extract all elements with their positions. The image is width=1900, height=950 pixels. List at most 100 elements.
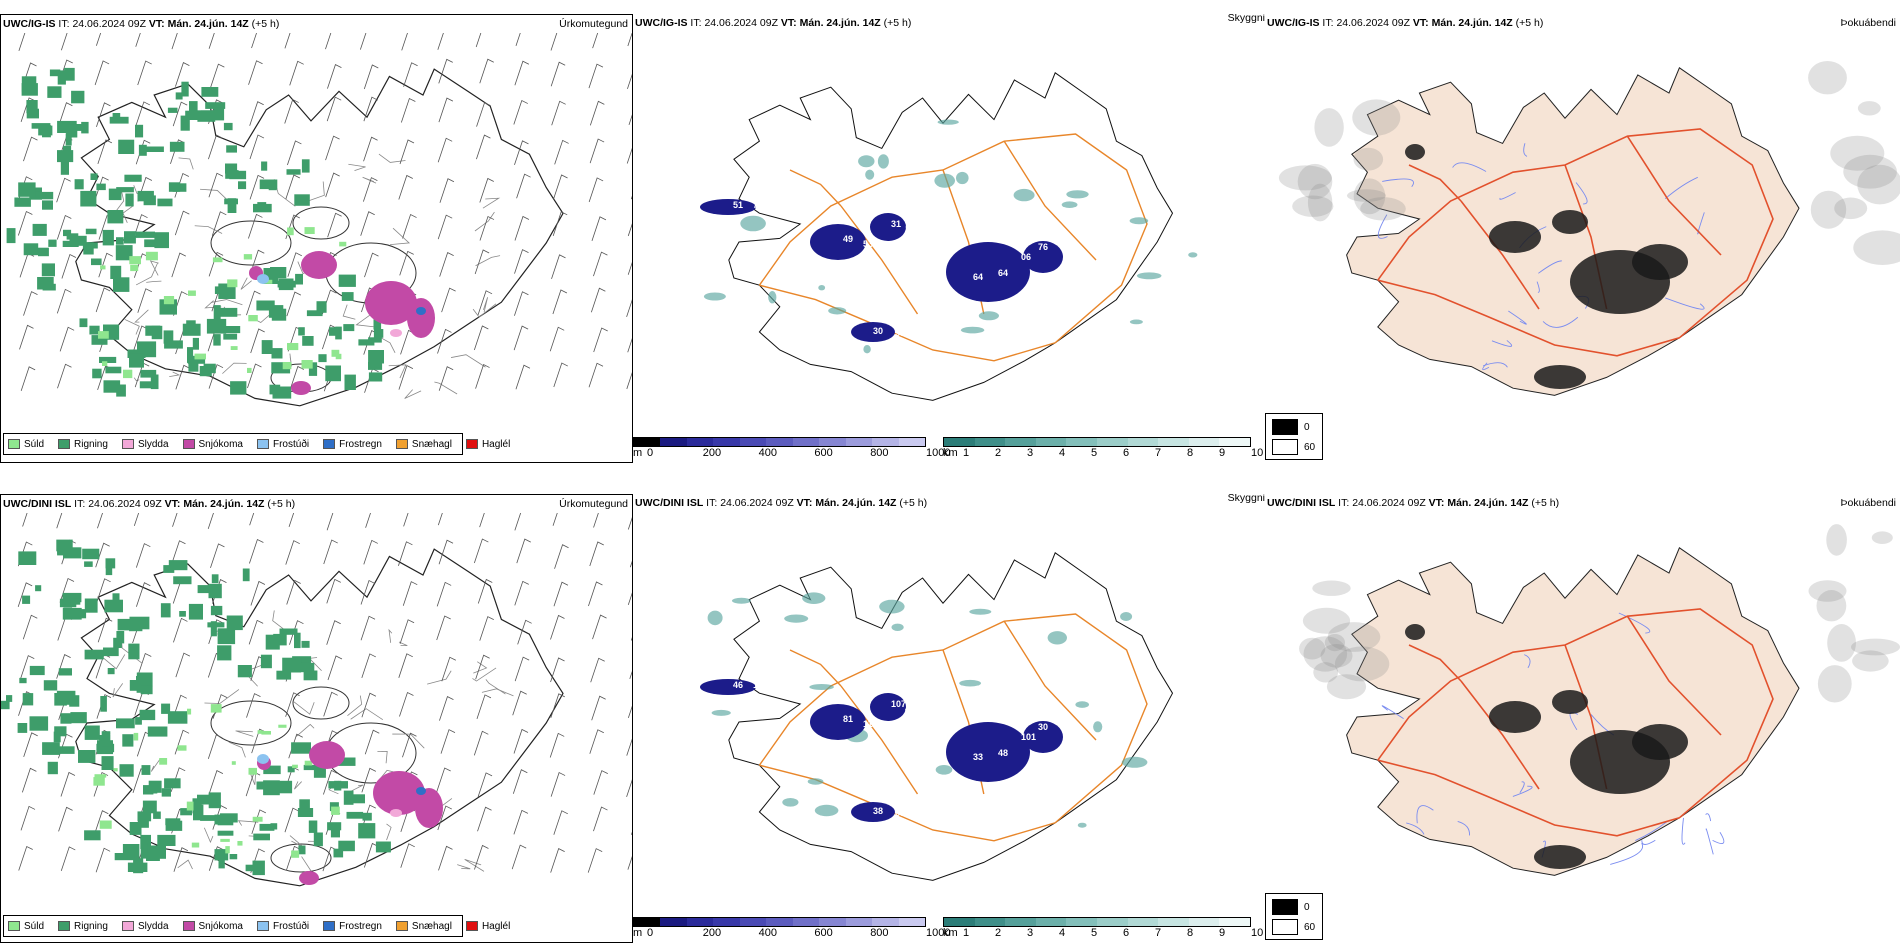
colorbar-cell: [1066, 438, 1097, 446]
rain-area: [185, 110, 202, 120]
wind-barb: [550, 614, 565, 640]
colorbar-tick: 7: [1155, 927, 1162, 939]
rain-area: [117, 618, 135, 631]
valid-time: Mán. 24.jún. 14Z: [167, 18, 249, 30]
low-visibility-area: [865, 169, 875, 180]
rain-area: [140, 834, 151, 850]
wind-barb: [477, 290, 493, 315]
road: [789, 649, 842, 687]
wind-barb: [326, 96, 342, 122]
wind-barb: [400, 97, 416, 123]
wind-barb: [136, 652, 152, 678]
drizzle-area: [339, 241, 347, 247]
colorbar-cell: [713, 918, 740, 926]
rain-area: [173, 576, 192, 585]
wind-barb: [477, 772, 493, 798]
fog-index-map[interactable]: [1265, 512, 1900, 942]
low-ceiling-area: [851, 802, 895, 822]
rain-area: [223, 333, 238, 340]
low-visibility-area: [1066, 190, 1089, 199]
legend-swatch: [465, 921, 478, 931]
drizzle-area: [225, 846, 230, 854]
rain-area: [338, 840, 355, 852]
colorbar-tick: 1: [963, 447, 970, 459]
road: [1460, 680, 1540, 790]
terrain-line: [472, 303, 497, 318]
wind-barb: [515, 33, 521, 47]
ceiling-value-label: 69: [895, 808, 905, 818]
colorbar-cell: [1096, 918, 1128, 926]
rain-area: [109, 116, 129, 124]
wind-barb: [550, 33, 558, 51]
drizzle-area: [301, 360, 313, 369]
wind-barb: [56, 513, 63, 529]
rain-area: [112, 593, 120, 601]
model-name: UWC/DINI ISL: [3, 498, 72, 510]
colorbar-tick: 10: [1251, 927, 1264, 939]
issue-time: 24.06.2024 09Z: [1336, 17, 1410, 29]
wind-barb: [438, 539, 454, 565]
wind-barb: [399, 691, 414, 717]
wind-barb: [475, 654, 490, 680]
colorbar-tick: 1000: [926, 447, 951, 459]
river: [1381, 705, 1404, 719]
colorbar-tick: 5: [1091, 447, 1098, 459]
low-visibility-area: [959, 679, 981, 687]
rain-area: [128, 643, 140, 660]
legend-label: Haglél: [481, 438, 511, 450]
rain-area: [18, 182, 36, 197]
issue-time-label: IT:: [706, 497, 718, 509]
rain-area: [23, 243, 39, 256]
wind-barb: [629, 670, 632, 680]
wind-barb: [60, 846, 76, 872]
rain-area: [279, 628, 298, 635]
visibility-colorbar: km 1 2 3 4 5 6 7 8 9 10: [943, 433, 1263, 463]
parameter-name: Úrkomutegund: [559, 18, 628, 30]
panel-header: UWC/DINI ISL IT: 24.06.2024 09Z VT: Mán.…: [3, 498, 632, 512]
colorbar-cells: [633, 917, 926, 927]
river: [1377, 214, 1388, 239]
rain-area: [37, 277, 54, 290]
terrain-line: [146, 280, 162, 283]
rain-area: [141, 765, 151, 775]
colorbar-cell: [1127, 438, 1159, 446]
fog-area: [1632, 244, 1688, 280]
snow-area: [291, 381, 311, 395]
wind-barb: [208, 846, 224, 871]
wind-barb: [289, 60, 304, 86]
fog-index-map[interactable]: [1265, 32, 1900, 462]
drizzle-area: [261, 731, 271, 735]
wind-barb: [402, 213, 417, 239]
drizzle-area: [113, 768, 118, 772]
low-visibility-area: [937, 119, 959, 125]
rain-area: [135, 717, 142, 725]
legend-swatch: [8, 921, 20, 931]
wind-barb: [363, 96, 379, 122]
precip-type-map[interactable]: [1, 33, 632, 428]
colorbar-cell: [974, 438, 1006, 446]
ceiling-visibility-map[interactable]: 51 70 67 65 49 53 31 13 33 64 64 06 76 30 38 12: [633, 32, 1265, 424]
low-visibility-area: [1129, 319, 1143, 325]
rain-area: [35, 585, 42, 592]
wind-barb: [17, 210, 33, 236]
valid-time-label: VT:: [1428, 497, 1445, 509]
wind-barb: [175, 364, 191, 390]
ceiling-value-label: 38: [873, 806, 883, 816]
rain-area: [140, 369, 157, 378]
panel-header: UWC/DINI ISL IT: 24.06.2024 09Z VT: Mán.…: [635, 494, 1265, 511]
rain-area: [142, 800, 157, 814]
wind-barb: [514, 291, 529, 316]
colorbar-cell: [1005, 918, 1036, 926]
precip-type-map[interactable]: [1, 513, 632, 908]
sea-fog-area: [1817, 665, 1852, 703]
rain-area: [188, 603, 203, 620]
rain-area: [105, 558, 116, 569]
rain-area: [328, 781, 348, 789]
rain-area: [1, 700, 10, 710]
rain-area: [252, 860, 265, 876]
terrain-line: [450, 354, 486, 368]
wind-barb: [551, 100, 566, 126]
drizzle-area: [291, 850, 300, 858]
wind-barb: [284, 98, 299, 124]
